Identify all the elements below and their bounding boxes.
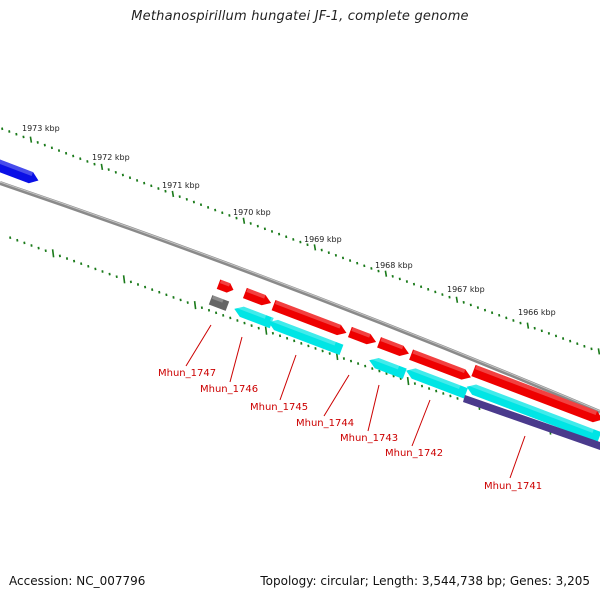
feature-gray-block — [208, 295, 230, 311]
inner-tick — [193, 301, 197, 310]
gene-forward-arrow-sheen — [475, 365, 598, 415]
gene-label: Mhun_1745 — [250, 402, 308, 413]
gene-label: Mhun_1744 — [296, 418, 354, 429]
gene-forward-arrow-shape — [242, 287, 272, 306]
kbp-scale-label: 1973 kbp — [22, 124, 60, 133]
gene-reverse-arrow-shape — [268, 319, 344, 355]
outer-tick-ring — [1, 127, 600, 355]
gene-reverse-arrow — [406, 365, 468, 399]
kbp-scale-label: 1968 kbp — [375, 261, 413, 270]
inner-tick — [122, 275, 126, 284]
outer-tick — [526, 322, 530, 329]
gene-forward-arrow — [216, 279, 234, 293]
gene-reverse-arrow-shape — [466, 384, 600, 443]
outer-tick — [455, 296, 459, 303]
kbp-scale-label: 1966 kbp — [518, 308, 556, 317]
gene-forward-arrow — [409, 349, 471, 380]
outer-tick — [313, 244, 317, 251]
gene-label-leader — [229, 336, 243, 383]
gene-label-layer: Mhun_1747 Mhun_1746 Mhun_1745 Mhun_1744 Mhun… — [158, 324, 542, 492]
scale-labels: 1973 kbp 1972 kbp 1971 kbp 1970 kbp 1969 kbp… — [22, 124, 556, 317]
gene-forward-arrow — [347, 326, 377, 345]
gene-label: Mhun_1741 — [484, 481, 542, 492]
feature-purple-band — [463, 395, 600, 450]
backbone-highlight — [0, 181, 600, 412]
topology-summary: Topology: circular; Length: 3,544,738 bp… — [260, 574, 590, 588]
gene-reverse-arrow-sheen — [235, 304, 267, 319]
kbp-scale-label: 1972 kbp — [92, 153, 130, 162]
feature-blue-arrow-sheen — [0, 158, 34, 177]
gene-reverse-arrow-sheen — [468, 381, 594, 433]
gene-forward-arrow-sheen — [351, 327, 371, 338]
gene-reverse-arrow — [234, 304, 274, 329]
outer-tick — [100, 163, 104, 171]
gene-forward-arrow-sheen — [380, 337, 404, 350]
outer-tick — [597, 348, 600, 355]
gene-label-leader — [279, 354, 297, 401]
gene-label: Mhun_1747 — [158, 368, 216, 379]
gene-label-leader — [367, 384, 380, 432]
gene-forward-arrow — [271, 300, 347, 336]
gene-forward-arrow-shape — [377, 337, 409, 356]
gene-forward-arrow — [471, 364, 600, 423]
gene-forward-arrow — [242, 287, 272, 306]
kbp-scale-label: 1967 kbp — [447, 285, 485, 294]
gene-reverse-arrow — [268, 317, 344, 355]
feature-gray-block-sheen — [212, 295, 224, 303]
gene-forward-arrow-shape — [347, 326, 377, 345]
gene-reverse-arrow — [369, 355, 407, 379]
gene-forward-arrow-sheen — [275, 300, 341, 329]
gene-forward-arrow-sheen — [219, 279, 231, 287]
gene-label-leader — [411, 399, 431, 447]
outer-tick — [242, 217, 246, 224]
gene-label-leader — [509, 435, 526, 479]
gene-reverse-arrow-sheen — [407, 365, 461, 389]
inner-tick — [51, 249, 55, 258]
gene-reverse-arrow-shape — [234, 306, 274, 329]
feature-gray-block-shape — [208, 295, 230, 311]
backbone-layer — [0, 181, 600, 414]
gene-reverse-arrow-shape — [406, 368, 468, 399]
gene-reverse-arrow-sheen — [370, 355, 400, 370]
inner-tick — [406, 376, 410, 386]
accession-text: Accession: NC_007796 — [9, 574, 146, 588]
gene-forward-arrow-sheen — [412, 349, 466, 373]
outer-tick — [171, 190, 175, 198]
gene-label-leader — [323, 374, 350, 417]
kbp-scale-label: 1969 kbp — [304, 235, 342, 244]
gene-label: Mhun_1743 — [340, 433, 398, 444]
inner-tick — [264, 326, 268, 335]
feature-layer — [0, 157, 600, 450]
gene-label: Mhun_1746 — [200, 384, 258, 395]
kbp-scale-label: 1970 kbp — [233, 208, 271, 217]
backbone-line — [0, 181, 600, 414]
gene-forward-arrow-shape — [271, 300, 347, 336]
gene-forward-arrow-sheen — [246, 288, 266, 299]
feature-blue-arrow-shape — [0, 157, 39, 184]
gene-forward-arrow-shape — [216, 279, 234, 293]
gene-forward-arrow — [377, 337, 409, 356]
outer-tick — [29, 136, 33, 143]
gene-label-leader — [185, 324, 212, 367]
gene-label: Mhun_1742 — [385, 448, 443, 459]
feature-blue-arrow — [0, 157, 39, 184]
kbp-scale-label: 1971 kbp — [162, 181, 200, 190]
gene-reverse-arrow-shape — [369, 357, 407, 379]
gene-forward-arrow-shape — [409, 349, 471, 380]
gene-reverse-arrow — [466, 381, 600, 443]
outer-tick — [384, 270, 388, 277]
gene-reverse-arrow-sheen — [270, 317, 336, 346]
map-title: Methanospirillum hungatei JF-1, complete… — [131, 9, 469, 24]
gene-forward-arrow-shape — [471, 364, 600, 423]
